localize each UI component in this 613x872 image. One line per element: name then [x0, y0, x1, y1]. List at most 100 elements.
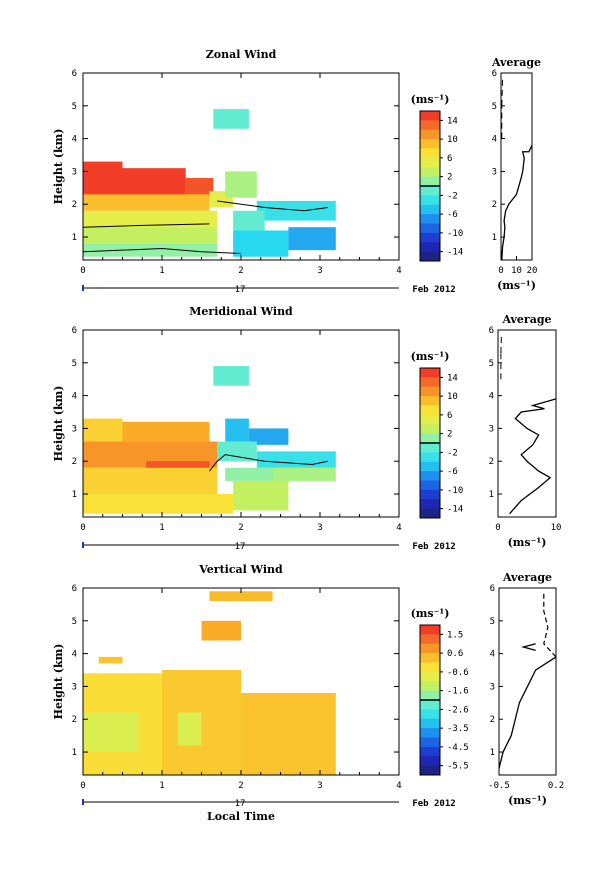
average-profile-line [510, 399, 556, 514]
y-tick-label: 2 [72, 200, 77, 210]
average-x-tick-label: 10 [551, 523, 562, 533]
y-tick-label: 2 [72, 715, 77, 725]
colorbar-tick-label: -14 [447, 505, 463, 515]
heatmap-cell [233, 481, 288, 511]
colorbar-unit: (ms⁻¹) [411, 93, 450, 106]
heatmap-cell [83, 227, 217, 243]
heatmap-cell [123, 168, 186, 198]
average-title: Average [502, 571, 552, 584]
colorbar-tick-label: 6 [447, 154, 452, 164]
y-tick-label: 3 [72, 167, 77, 177]
heatmap-cell [288, 227, 335, 250]
colorbar-band [420, 167, 440, 177]
heatmap-cell [233, 230, 288, 256]
y-tick-label: 4 [72, 650, 77, 660]
colorbar-band [420, 149, 440, 159]
x-tick-label: 2 [238, 266, 243, 276]
colorbar-band [420, 672, 440, 682]
colorbar-band [420, 663, 440, 673]
colorbar-band [420, 709, 440, 719]
colorbar-band [420, 471, 440, 481]
average-upper-profile [544, 591, 556, 657]
colorbar-band [420, 233, 440, 243]
y-tick-label: 5 [72, 617, 77, 627]
average-x-tick-label: 0 [498, 266, 503, 276]
x-tick-label: 1 [159, 523, 164, 533]
x-tick-label: 0 [80, 781, 85, 791]
colorbar-tick-label: 1.5 [447, 630, 463, 640]
heatmap-cell [257, 201, 336, 221]
heatmap-cell [123, 422, 210, 442]
colorbar-band [420, 205, 440, 215]
colorbar-tick-label: -0.6 [447, 668, 469, 678]
heatmap-cell [178, 713, 202, 746]
date-label: Feb 2012 [412, 285, 455, 295]
colorbar-band [420, 406, 440, 416]
colorbar-tick-label: -2.6 [447, 705, 469, 715]
date-day-label: 17 [235, 799, 246, 809]
colorbar-tick-label: 2 [447, 430, 452, 440]
average-y-tick-label: 5 [490, 617, 495, 627]
colorbar-tick-label: 0.6 [447, 649, 463, 659]
x-tick-label: 2 [238, 781, 243, 791]
colorbar-band [420, 499, 440, 509]
colorbar-band [420, 634, 440, 644]
average-y-tick-label: 6 [489, 326, 494, 336]
figure: Zonal Wind0 1 2 3 4123456Height (km)17 Feb 20… [0, 0, 613, 872]
colorbar-band [420, 368, 440, 378]
colorbar-band [420, 452, 440, 462]
colorbar-tick-label: -6 [447, 210, 458, 220]
heatmap-cell [202, 621, 242, 641]
colorbar-tick-label: -14 [447, 248, 463, 258]
date-day-label: 17 [235, 542, 246, 552]
colorbar-tick-label: -1.6 [447, 687, 469, 697]
colorbar-tick-label: -5.5 [447, 762, 469, 772]
heatmap-cell [213, 109, 249, 129]
colorbar-tick-label: 6 [447, 411, 452, 421]
x-tick-label: 3 [317, 781, 322, 791]
colorbar-tick-label: -10 [447, 486, 463, 496]
date-label: Feb 2012 [412, 542, 455, 552]
average-x-label: (ms⁻¹) [497, 279, 536, 292]
colorbar-band [420, 766, 440, 776]
average-y-tick-label: 1 [489, 490, 494, 500]
x-tick-label: 2 [238, 523, 243, 533]
average-x-label: (ms⁻¹) [508, 794, 547, 807]
average-y-tick-label: 5 [489, 359, 494, 369]
panel-title: Meridional Wind [189, 305, 293, 318]
colorbar-band [420, 195, 440, 205]
colorbar-band [420, 756, 440, 766]
x-tick-label: 4 [396, 781, 401, 791]
heatmap-cell [99, 657, 123, 664]
average-profile-line [502, 145, 532, 260]
average-y-tick-label: 4 [490, 650, 495, 660]
colorbar-band [420, 387, 440, 397]
y-axis-label: Height (km) [52, 386, 65, 462]
y-axis-label: Height (km) [52, 129, 65, 205]
colorbar-tick-label: -6 [447, 467, 458, 477]
x-axis-label: Local Time [207, 810, 275, 823]
colorbar-tick-label: 14 [447, 116, 458, 126]
heatmap-cell [83, 211, 217, 227]
average-y-tick-label: 3 [492, 167, 497, 177]
heatmap-cell [273, 468, 336, 481]
colorbar-band [420, 738, 440, 748]
average-x-tick-label: 0.2 [548, 781, 564, 791]
colorbar-tick-label: -4.5 [447, 743, 469, 753]
x-tick-label: 1 [159, 781, 164, 791]
colorbar-tick-label: 10 [447, 392, 458, 402]
average-frame [501, 73, 532, 260]
y-tick-label: 1 [72, 490, 77, 500]
heatmap-cell [83, 194, 209, 210]
heatmap-cell [213, 366, 249, 386]
colorbar-band [420, 214, 440, 224]
heatmap-cell [83, 494, 233, 514]
x-tick-label: 4 [396, 266, 401, 276]
colorbar-band [420, 177, 440, 187]
average-x-tick-label: 20 [527, 266, 538, 276]
heatmap-cell [225, 171, 257, 197]
colorbar-band [420, 186, 440, 196]
average-title: Average [501, 313, 551, 326]
heatmap-cell [83, 419, 123, 442]
average-x-tick-label: 0 [495, 523, 500, 533]
